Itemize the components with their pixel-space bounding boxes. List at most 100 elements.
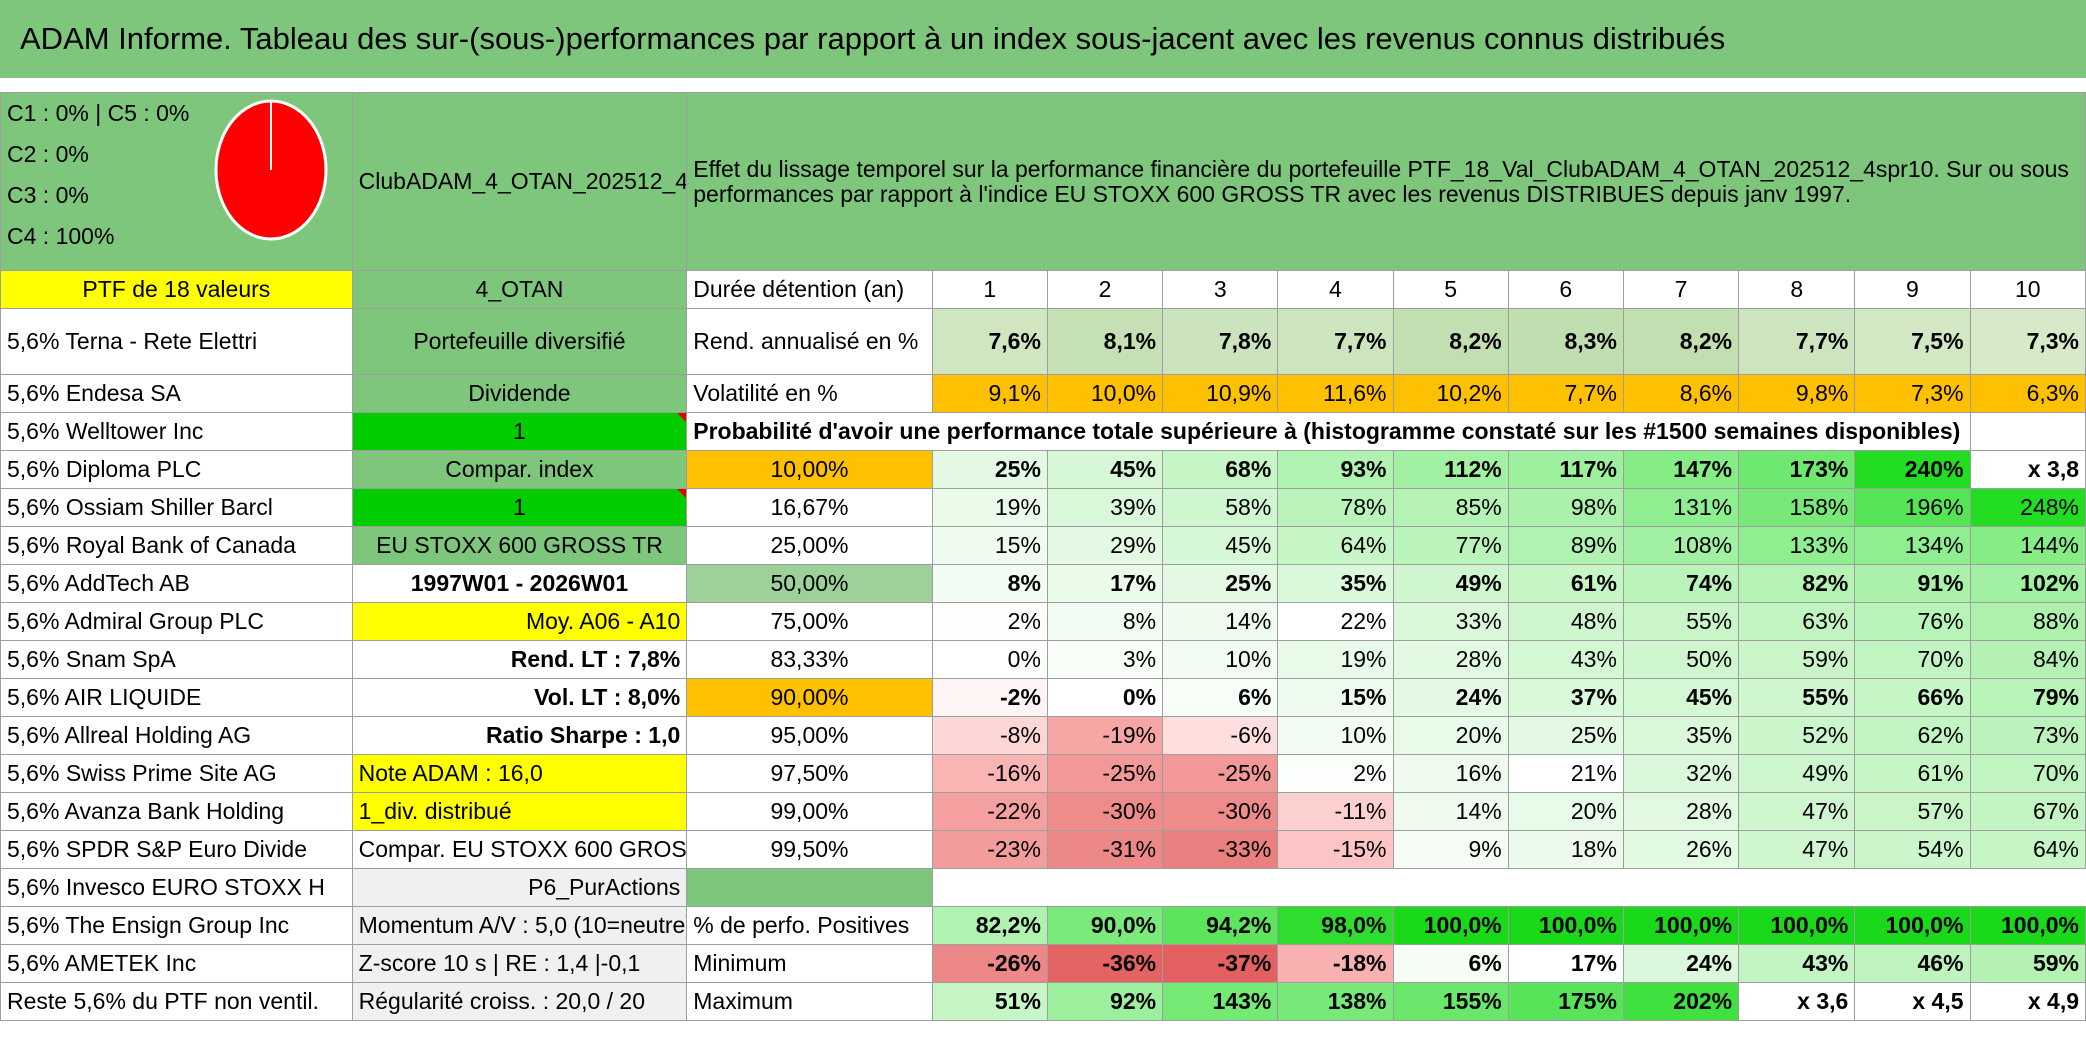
prob-value: 43%: [1507, 640, 1624, 679]
prob-value: 35%: [1277, 564, 1394, 603]
probability-row-50: 5,6% AddTech AB 1997W01 - 2026W01 50,00%…: [0, 564, 2086, 603]
return-value: 8,2%: [1622, 308, 1740, 375]
prob-value: 28%: [1622, 792, 1740, 831]
prob-value: 61%: [1854, 754, 1971, 793]
prob-value: 147%: [1622, 450, 1740, 489]
prob-value: 8%: [931, 564, 1048, 603]
prob-value: 45%: [1046, 450, 1164, 489]
prob-value: 19%: [931, 488, 1048, 527]
probability-row-99-5: 5,6% SPDR S&P Euro Divide Compar. EU STO…: [0, 830, 2086, 869]
prob-value: -31%: [1046, 830, 1164, 869]
return-value: 8,1%: [1046, 308, 1164, 375]
maximum-row: Reste 5,6% du PTF non ventil. Régularité…: [0, 982, 2086, 1021]
legend-line-2: C2 : 0%: [7, 141, 89, 167]
volatility-value: 6,3%: [1969, 374, 2086, 413]
prob-value: 98%: [1507, 488, 1624, 527]
prob-value: 91%: [1854, 564, 1971, 603]
prob-value: 21%: [1507, 754, 1624, 793]
positive-value: 94,2%: [1162, 906, 1279, 945]
maximum-value: 51%: [931, 982, 1048, 1021]
holding: 5,6% Avanza Bank Holding: [0, 792, 353, 831]
maximum-value: 155%: [1392, 982, 1509, 1021]
minimum-value: 59%: [1969, 944, 2086, 983]
holding: 5,6% Diploma PLC: [0, 450, 353, 489]
maximum-value: 92%: [1046, 982, 1164, 1021]
prob-value: 73%: [1969, 716, 2086, 755]
prob-value: 25%: [931, 450, 1048, 489]
info-input-1[interactable]: 1: [351, 412, 688, 451]
return-value: 7,5%: [1854, 308, 1971, 375]
prob-value: 45%: [1162, 526, 1279, 565]
probability-level: 97,50%: [686, 754, 933, 793]
prob-value: -19%: [1046, 716, 1164, 755]
minimum-value: -36%: [1046, 944, 1164, 983]
prob-value: 17%: [1046, 564, 1164, 603]
prob-value: 10%: [1277, 716, 1394, 755]
prob-value: 133%: [1738, 526, 1856, 565]
probability-level: 10,00%: [686, 450, 933, 489]
probability-row-83: 5,6% Snam SpA Rend. LT : 7,8% 83,33% 0% …: [0, 640, 2086, 679]
prob-value: 54%: [1854, 830, 1971, 869]
maximum-value: 138%: [1277, 982, 1394, 1021]
probability-header-row: 5,6% Welltower Inc 1 Probabilité d'avoir…: [0, 412, 2086, 451]
duration-row: PTF de 18 valeurs 4_OTAN Durée détention…: [0, 270, 2086, 309]
prob-value: 2%: [931, 602, 1048, 641]
holding: 5,6% Allreal Holding AG: [0, 716, 353, 755]
holding: 5,6% Swiss Prime Site AG: [0, 754, 353, 793]
year-7: 7: [1622, 270, 1740, 309]
holding: 5,6% Snam SpA: [0, 640, 353, 679]
minimum-value: 17%: [1507, 944, 1624, 983]
positive-value: 100,0%: [1392, 906, 1509, 945]
probability-row-99: 5,6% Avanza Bank Holding 1_div. distribu…: [0, 792, 2086, 831]
prob-value: 108%: [1622, 526, 1740, 565]
info-long-term-volatility: Vol. LT : 8,0%: [351, 678, 688, 717]
info-period: 1997W01 - 2026W01: [351, 564, 688, 603]
minimum-label: Minimum: [686, 944, 933, 983]
probability-row-90: 5,6% AIR LIQUIDE Vol. LT : 8,0% 90,00% -…: [0, 678, 2086, 717]
info-input-2[interactable]: 1: [351, 488, 688, 527]
year-9: 9: [1854, 270, 1971, 309]
info-zscore: Z-score 10 s | RE : 1,4 |-0,1: [351, 944, 688, 983]
prob-value: 35%: [1622, 716, 1740, 755]
probability-level: 16,67%: [686, 488, 933, 527]
minimum-row: 5,6% AMETEK Inc Z-score 10 s | RE : 1,4 …: [0, 944, 2086, 983]
prob-value: 16%: [1392, 754, 1509, 793]
positive-value: 100,0%: [1854, 906, 1971, 945]
volatility-value: 7,7%: [1507, 374, 1624, 413]
holding: 5,6% AIR LIQUIDE: [0, 678, 353, 717]
minimum-value: 24%: [1622, 944, 1740, 983]
prob-value: 3%: [1046, 640, 1164, 679]
prob-value: 70%: [1854, 640, 1971, 679]
positive-value: 82,2%: [931, 906, 1048, 945]
prob-value: 20%: [1507, 792, 1624, 831]
info-long-term-return: Rend. LT : 7,8%: [351, 640, 688, 679]
prob-value: 82%: [1738, 564, 1856, 603]
prob-value: 10%: [1162, 640, 1279, 679]
prob-value: -8%: [931, 716, 1048, 755]
info-index-name: EU STOXX 600 GROSS TR: [351, 526, 688, 565]
return-value: 8,2%: [1392, 308, 1509, 375]
prob-value: 48%: [1507, 602, 1624, 641]
prob-value: -16%: [931, 754, 1048, 793]
prob-value: 173%: [1738, 450, 1856, 489]
legend-line-1: C1 : 0% | C5 : 0%: [7, 100, 190, 126]
volatility-value: 7,3%: [1854, 374, 1971, 413]
prob-value: 39%: [1046, 488, 1164, 527]
prob-value: 62%: [1854, 716, 1971, 755]
prob-value: 25%: [1162, 564, 1279, 603]
maximum-label: Maximum: [686, 982, 933, 1021]
prob-value: 158%: [1738, 488, 1856, 527]
info-regularity: Régularité croiss. : 20,0 / 20: [351, 982, 688, 1021]
info-dividend: Dividende: [351, 374, 688, 413]
return-value: 7,3%: [1969, 308, 2086, 375]
prob-value: -23%: [931, 830, 1048, 869]
info-comparison: Compar. EU STOXX 600 GROSS TR: [351, 830, 688, 869]
otan-label: 4_OTAN: [351, 270, 688, 309]
empty-cell: [1969, 412, 2086, 451]
probability-level: 90,00%: [686, 678, 933, 717]
probability-row-97: 5,6% Swiss Prime Site AG Note ADAM : 16,…: [0, 754, 2086, 793]
return-value: 7,7%: [1738, 308, 1856, 375]
probability-row-25: 5,6% Royal Bank of Canada EU STOXX 600 G…: [0, 526, 2086, 565]
info-distributed: 1_div. distribué: [351, 792, 688, 831]
prob-value: -6%: [1162, 716, 1279, 755]
